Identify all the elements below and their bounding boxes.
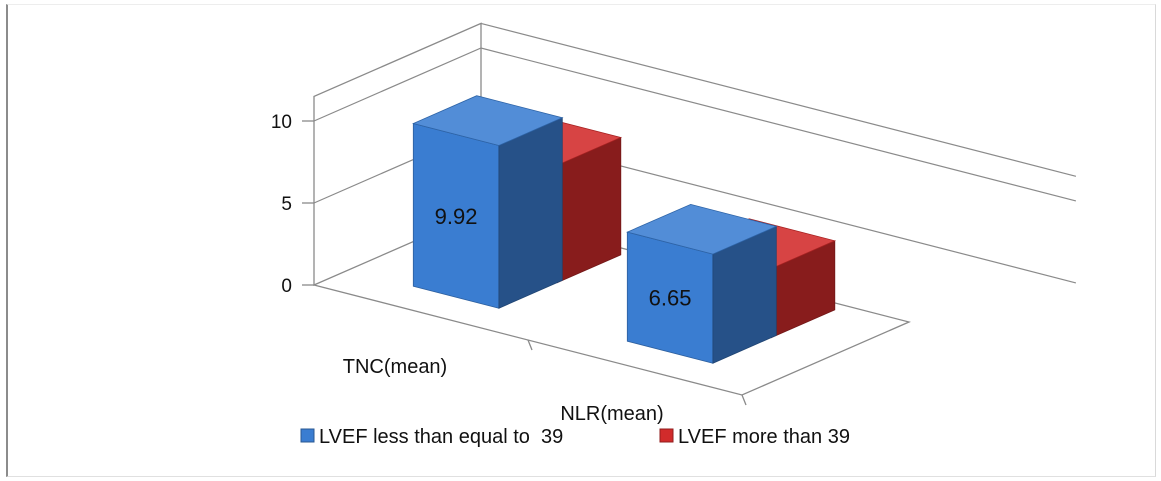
gridline xyxy=(313,47,1077,202)
y-tick-label: 5 xyxy=(281,194,292,215)
category-tick xyxy=(741,394,747,406)
gridline xyxy=(480,22,1077,177)
legend-label: LVEF less than equal to 39 xyxy=(319,426,563,448)
legend-item: LVEF less than equal to 39 xyxy=(300,426,563,448)
legend-swatch xyxy=(300,428,315,443)
data-label: 9.92 xyxy=(435,204,478,229)
bar-side-face xyxy=(498,117,563,309)
legend-label: LVEF more than 39 xyxy=(678,426,850,448)
legend: LVEF less than equal to 39 LVEF more than… xyxy=(300,426,850,448)
category-label: NLR(mean) xyxy=(560,403,663,425)
bar-top-face xyxy=(626,203,778,255)
legend-swatch xyxy=(659,428,674,443)
category-label: TNC(mean) xyxy=(343,356,447,378)
y-axis-ticks: 0 5 10 xyxy=(271,112,314,297)
bar: 9.92 xyxy=(412,95,564,309)
y-tick-label: 10 xyxy=(271,112,292,133)
chart-frame xyxy=(6,4,1156,477)
category-labels: TNC(mean) NLR(mean) xyxy=(343,339,747,425)
bar-top-face xyxy=(412,95,564,146)
bars: 7.164.219.926.65 xyxy=(412,95,837,364)
bar: 6.65 xyxy=(626,203,778,364)
category-tick xyxy=(527,339,533,351)
data-label: 6.65 xyxy=(649,286,692,311)
legend-item: LVEF more than 39 xyxy=(659,426,850,448)
y-tick-label: 0 xyxy=(281,276,292,297)
